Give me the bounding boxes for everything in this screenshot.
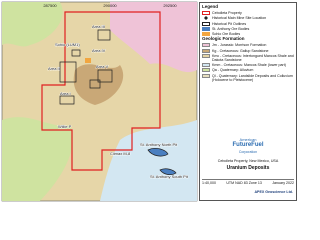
geology-kmm [100,120,197,201]
legend-label: Cebolleta Property [212,11,242,16]
legend-label: Historical Main Mine Site Location [212,16,267,21]
legend-swatch [202,43,210,48]
legend-item: Qa - Quaternary: Alluvium [202,68,294,73]
grid-label: 290000 [103,3,117,8]
map-label: St. Anthony North Pit [140,142,178,147]
geology-title: Geologic Formation [202,36,245,42]
map-label: Area V [96,64,109,69]
legend-item: Sohio Ore Bodies [202,32,294,37]
map-label: Willie P [58,124,72,129]
legend-swatch [202,21,210,26]
logo-main: FutureFuel [232,142,264,148]
legend-swatch [202,73,210,78]
legend-label: Jm - Jurassic: Morrison Formation [212,43,267,48]
map-label: Climax M-8 [110,151,131,156]
legend-swatch [202,53,210,58]
legend-label: Historical Pit Outlines [212,21,247,26]
geology-qa [2,117,73,201]
property-outline [41,11,161,171]
logo-top: American [239,137,257,142]
map-label: Sohio (LUM1) [55,42,80,47]
logo-sub: Corporation [238,150,258,154]
geology-jm [110,2,197,73]
legend-swatch [202,63,210,68]
legend-item: Ql - Quaternary: Landslide Deposits and … [202,73,294,82]
map-labels: Area III Sohio (LUM1) Area IV Area V Area II… [48,24,189,180]
company: APEX Geoscience Ltd. [254,190,293,194]
legend: Legend Cebolleta Property Historical Main… [199,2,297,201]
legend-label: Ql - Quaternary: Landslide Deposits and … [212,73,293,82]
map-label: Area III [92,24,105,29]
projection: UTM NAD 83 Zone 13 [226,181,262,185]
pit-outline [59,29,113,105]
map-label: Area II [48,66,60,71]
legend-label: Kmc - Cretaceous: Intertongued Mancos Sh… [212,53,294,63]
legend-label: Kg - Cretaceous: Gallup Sandstone [212,48,269,53]
sohio-ore [85,58,91,63]
map-label: Area IV [92,48,106,53]
legend-item: Kmm - Cretaceous: Mancos Shale (lower pa… [202,63,294,68]
legend-item: Historical Main Mine Site Location [202,16,294,21]
legend-item: Cebolleta Property [202,11,294,16]
legend-swatch [202,68,210,73]
legend-label: Kmm - Cretaceous: Mancos Shale (lower pa… [212,63,286,68]
legend-item: Historical Pit Outlines [202,21,294,26]
legend-swatch [202,32,210,37]
legend-item: Kg - Cretaceous: Gallup Sandstone [202,48,294,53]
legend-swatch [202,16,210,21]
geology-qa [2,2,63,47]
grid-label: 292500 [163,3,177,8]
legend-item: Jm - Jurassic: Morrison Formation [202,43,294,48]
legend-swatch [202,26,210,31]
st-anthony-ore [147,148,177,176]
page: 287500 290000 292500 Area III Sohio (LUM1) A… [1,1,297,202]
location: Cebolleta Property, New Mexico, USA [217,159,279,163]
legend-swatch [202,11,210,16]
map-title: Uranium Deposits [226,165,270,171]
date: January 2022 [272,181,294,185]
map-label: Area I [60,91,71,96]
legend-item: St. Anthony Ore Bodies [202,26,294,31]
legend-label: Qa - Quaternary: Alluvium [212,68,254,73]
legend-title: Legend [202,4,219,9]
legend-swatch [202,48,210,53]
legend-label: Sohio Ore Bodies [212,32,241,37]
grid-labels: 287500 290000 292500 [43,3,177,8]
legend-item: Kmc - Cretaceous: Intertongued Mancos Sh… [202,53,294,63]
legend-label: St. Anthony Ore Bodies [212,26,250,31]
grid-label: 287500 [43,3,57,8]
geology-kg [73,64,124,105]
map-label: St. Anthony South Pit [150,174,189,179]
scale: 1:40,000 [202,181,216,185]
info-row: 1:40,000 UTM NAD 83 Zone 13 January 2022 [202,179,294,185]
